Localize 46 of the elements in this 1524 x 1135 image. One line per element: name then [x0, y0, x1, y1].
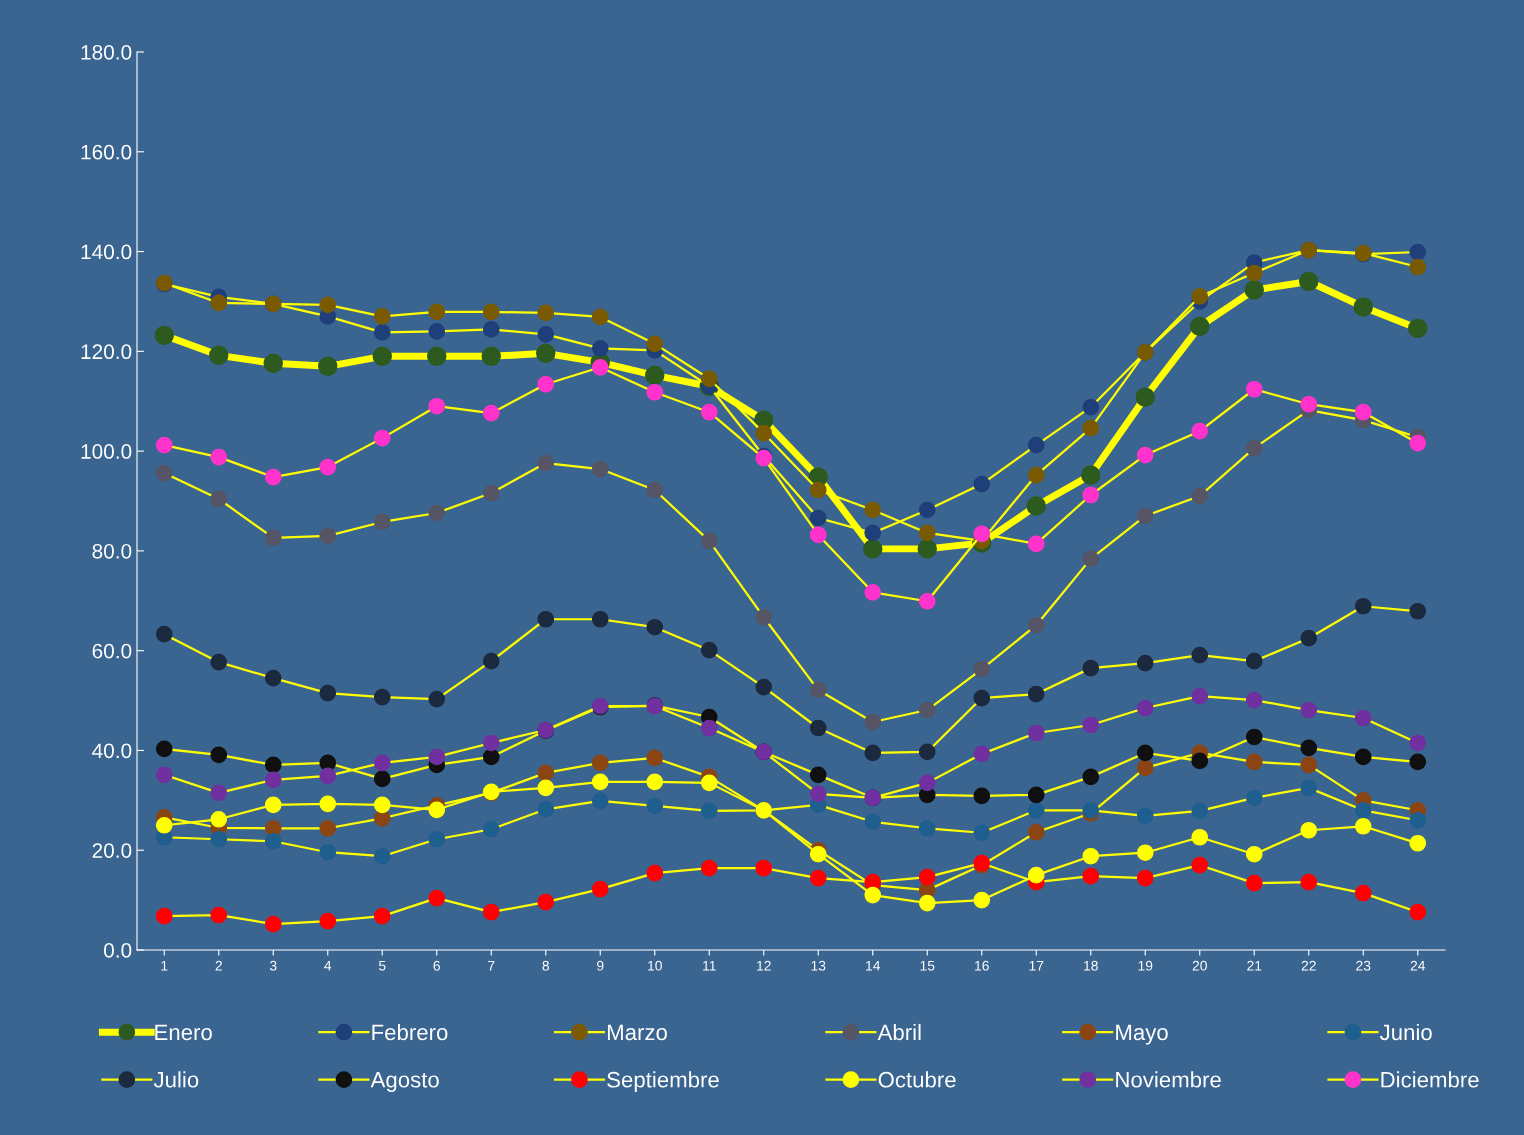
y-tick-label: 120.0 [81, 344, 132, 360]
x-tick-label: 21 [1247, 960, 1262, 971]
x-tick-label: 14 [866, 960, 881, 971]
x-tick-label: 16 [975, 960, 989, 971]
x-tick-label: 4 [324, 960, 332, 971]
legend-label: Agosto [370, 1072, 439, 1092]
legend-label: Junio [1379, 1023, 1432, 1041]
legend-label: Enero [155, 1024, 212, 1041]
x-tick-label: 20 [1192, 960, 1207, 971]
legend-label: Septiembre [607, 1071, 719, 1092]
x-tick-label: 22 [1301, 960, 1316, 971]
y-tick-label: 40.0 [92, 743, 132, 759]
legend-label: Noviembre [1116, 1071, 1221, 1088]
x-tick-label: 6 [433, 960, 440, 971]
y-tick-label: 100.0 [81, 444, 132, 459]
x-tick-label: 7 [488, 960, 495, 971]
x-tick-label: 15 [920, 960, 935, 971]
legend-label: Febrero [372, 1023, 448, 1041]
y-tick-label: 20.0 [92, 843, 132, 858]
x-tick-label: 13 [811, 960, 826, 971]
x-tick-label: 2 [215, 960, 222, 971]
y-tick-label: 140.0 [81, 244, 132, 260]
x-tick-label: 12 [757, 960, 771, 971]
legend-label: Marzo [607, 1024, 667, 1041]
x-tick-label: 10 [648, 960, 662, 971]
y-tick-label: 180.0 [81, 45, 132, 60]
y-tick-label: 80.0 [92, 543, 132, 559]
x-tick-label: 11 [703, 960, 716, 971]
x-tick-label: 9 [597, 960, 604, 971]
x-tick-label: 17 [1029, 960, 1044, 971]
legend-label: Abril [877, 1023, 921, 1041]
legend-label: Octubre [878, 1071, 956, 1088]
x-tick-label: 24 [1410, 960, 1426, 971]
x-tick-label: 5 [378, 960, 386, 971]
y-tick-label: 0.0 [103, 943, 132, 958]
y-tick-label: 160.0 [81, 144, 132, 160]
y-tick-label: 60.0 [92, 643, 132, 659]
x-tick-label: 1 [161, 960, 168, 971]
legend-label: Julio [153, 1071, 199, 1088]
x-tick-label: 8 [542, 960, 550, 971]
x-tick-label: 19 [1138, 960, 1153, 971]
x-tick-label: 3 [269, 960, 277, 971]
x-tick-label: 18 [1084, 960, 1098, 971]
legend-label: Diciembre [1381, 1071, 1479, 1088]
x-tick-label: 23 [1356, 960, 1371, 971]
legend-label: Mayo [1116, 1024, 1168, 1045]
